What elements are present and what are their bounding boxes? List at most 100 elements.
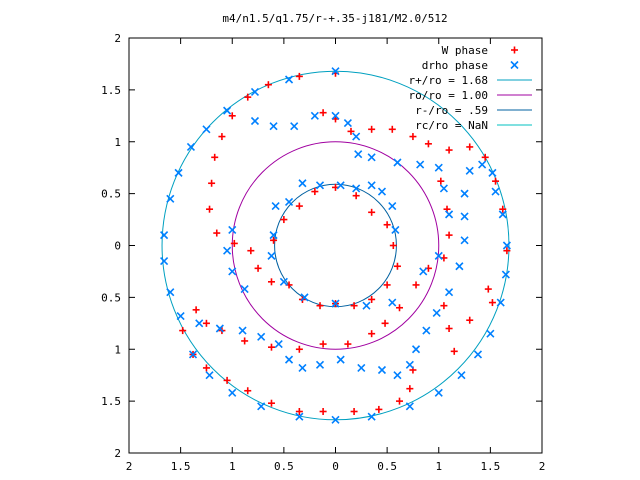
x-tick-label: 1.5 — [480, 460, 500, 473]
point-series-0-65 — [350, 408, 358, 415]
point-series-1-75 — [269, 231, 278, 240]
point-series-0-67 — [295, 408, 303, 415]
point-series-1-68 — [419, 267, 428, 276]
point-series-1-46 — [367, 412, 376, 421]
point-series-1-89 — [240, 285, 249, 294]
reference-circle-2 — [274, 183, 397, 308]
point-series-1-38 — [502, 241, 511, 250]
point-series-1-44 — [434, 388, 443, 397]
point-series-0-3 — [244, 93, 252, 101]
point-series-0-16 — [316, 302, 324, 310]
point-series-1-12 — [195, 319, 204, 328]
point-series-0-6 — [211, 153, 219, 161]
point-series-0-25 — [352, 192, 360, 200]
point-series-0-63 — [396, 397, 404, 405]
point-series-1-24 — [405, 360, 414, 369]
point-series-1-34 — [478, 160, 487, 169]
point-series-0-33 — [492, 177, 500, 185]
point-series-1-3 — [223, 106, 232, 115]
x-tick-label: 2 — [539, 460, 546, 473]
point-series-1-43 — [457, 371, 466, 380]
legend-label: W phase — [442, 44, 488, 57]
x-axis: 2 1.5 1 0.5 0 0.5 1 1.5 2 — [126, 38, 546, 473]
legend-label: r-/ro = .59 — [415, 104, 488, 117]
point-series-0-4 — [228, 112, 236, 120]
point-series-0-2 — [264, 81, 272, 89]
y-tick-label: 0.5 — [101, 291, 121, 304]
y-axis: 2 1.5 1 0.5 0 0.5 1 1.5 2 — [101, 32, 542, 460]
point-series-1-23 — [393, 371, 402, 380]
chart-title: m4/n1.5/q1.75/r-+.35-j181/M2.0/512 — [222, 12, 447, 25]
point-series-1-9 — [160, 256, 169, 266]
point-series-0-28 — [295, 202, 303, 210]
point-series-0-24 — [368, 208, 376, 216]
point-series-0-20 — [383, 281, 391, 289]
point-series-1-31 — [460, 212, 469, 221]
point-series-0-8 — [206, 205, 214, 213]
y-tick-label: 2 — [114, 32, 121, 45]
point-series-1-20 — [336, 355, 345, 364]
point-series-0-27 — [311, 188, 319, 196]
point-series-0-68 — [267, 399, 275, 407]
point-series-1-36 — [491, 187, 500, 196]
point-series-0-66 — [319, 408, 327, 415]
point-series-1-11 — [176, 311, 185, 321]
point-series-1-60 — [354, 150, 363, 159]
point-series-0-56 — [267, 343, 275, 351]
point-series-1-19 — [315, 360, 325, 369]
x-tick-label: 0 — [332, 460, 339, 473]
point-series-0-60 — [192, 306, 200, 314]
point-series-1-42 — [473, 350, 483, 359]
point-series-1-85 — [391, 225, 400, 235]
point-series-1-16 — [274, 339, 283, 349]
point-series-1-10 — [166, 288, 175, 297]
point-series-0-70 — [223, 376, 231, 384]
legend-label: drho phase — [422, 59, 488, 72]
point-series-1-58 — [343, 119, 352, 128]
point-series-0-62 — [406, 385, 414, 393]
y-tick-label: 1 — [114, 136, 121, 149]
point-series-1-84 — [388, 202, 397, 211]
point-series-0-13 — [267, 278, 275, 286]
point-series-1-15 — [257, 332, 266, 341]
point-series-0-53 — [344, 340, 352, 348]
point-series-1-40 — [496, 298, 505, 307]
point-series-1-57 — [331, 111, 340, 120]
point-series-0-71 — [202, 364, 210, 372]
x-tick-label: 0.5 — [377, 460, 397, 473]
point-series-1-37 — [498, 210, 507, 219]
point-series-1-17 — [284, 355, 294, 364]
point-series-1-29 — [455, 262, 464, 271]
point-series-1-21 — [357, 363, 366, 372]
point-series-0-35 — [466, 143, 474, 151]
point-series-1-61 — [367, 153, 376, 162]
y-tick-label: 1.5 — [101, 395, 121, 408]
point-series-0-1 — [295, 72, 303, 80]
point-series-1-18 — [298, 363, 307, 372]
point-series-0-34 — [481, 153, 489, 161]
point-series-0-9 — [213, 229, 221, 237]
point-series-0-79 — [488, 299, 496, 307]
legend-swatch — [511, 46, 518, 54]
point-series-0-40 — [368, 125, 376, 133]
point-series-1-5 — [186, 142, 196, 152]
point-series-0-39 — [388, 125, 396, 133]
point-series-1-56 — [310, 111, 319, 120]
point-series-1-87 — [223, 246, 232, 255]
point-series-1-78 — [298, 179, 307, 188]
point-series-1-2 — [250, 87, 260, 97]
point-series-1-8 — [160, 231, 169, 240]
point-series-0-43 — [319, 109, 327, 117]
point-series-1-22 — [377, 365, 387, 375]
point-series-0-54 — [319, 340, 327, 348]
point-series-1-54 — [269, 122, 278, 131]
point-series-1-0 — [331, 67, 340, 76]
point-series-0-22 — [389, 242, 397, 249]
point-series-1-4 — [202, 125, 211, 134]
point-series-0-18 — [350, 302, 358, 310]
reference-circle-1 — [231, 141, 440, 350]
point-series-1-13 — [215, 324, 224, 333]
point-series-0-73 — [179, 327, 187, 335]
point-series-1-77 — [284, 197, 294, 206]
point-series-1-88 — [228, 267, 237, 276]
